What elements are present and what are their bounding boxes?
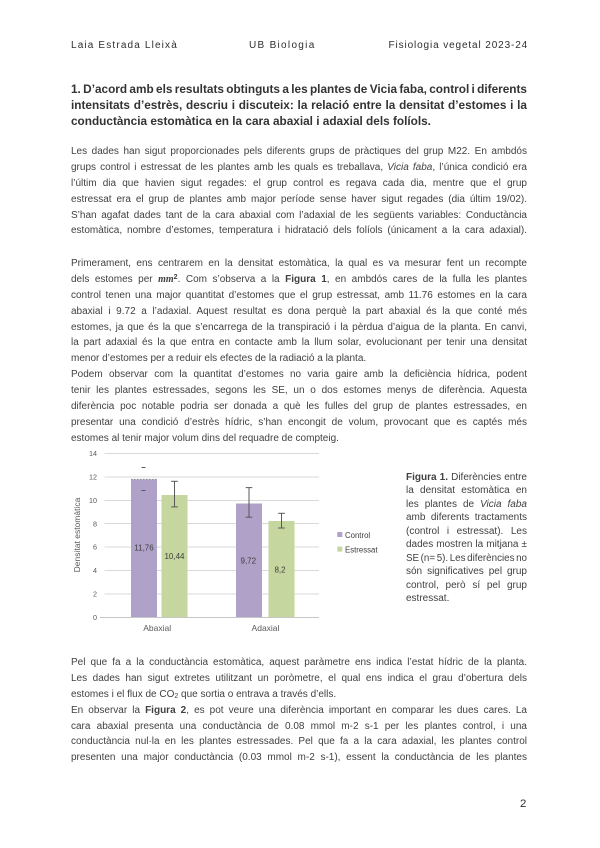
svg-text:Estressat: Estressat	[345, 545, 378, 554]
svg-text:Abaxial: Abaxial	[143, 623, 171, 633]
svg-text:2: 2	[93, 590, 97, 599]
svg-text:0: 0	[93, 613, 97, 622]
svg-text:8: 8	[93, 519, 97, 528]
svg-text:Adaxial: Adaxial	[252, 623, 280, 633]
svg-text:4: 4	[93, 566, 97, 575]
svg-text:11,76: 11,76	[134, 544, 154, 553]
svg-text:6: 6	[93, 543, 97, 552]
svg-text:Densitat estomàtica: Densitat estomàtica	[72, 497, 82, 572]
svg-text:10: 10	[89, 496, 97, 505]
svg-text:14: 14	[89, 449, 97, 458]
svg-text:9,72: 9,72	[241, 556, 257, 565]
svg-text:8,2: 8,2	[274, 566, 286, 575]
svg-text:10,44: 10,44	[164, 552, 185, 561]
svg-text:12: 12	[89, 472, 97, 481]
svg-text:Control: Control	[345, 531, 370, 540]
